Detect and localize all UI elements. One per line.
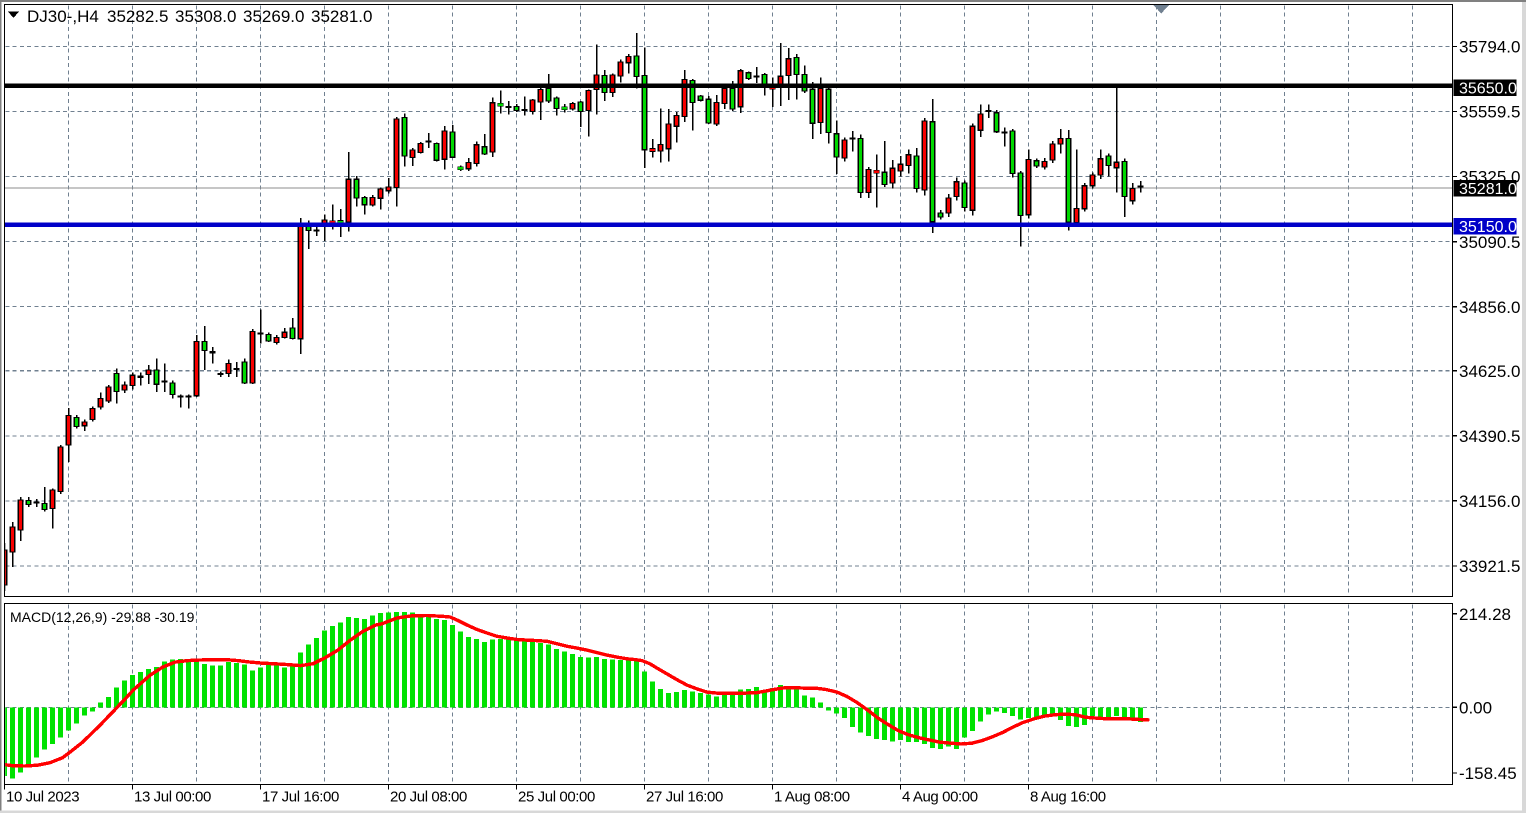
svg-text:27 Jul 16:00: 27 Jul 16:00 xyxy=(646,789,723,806)
svg-text:-158.45: -158.45 xyxy=(1459,764,1517,783)
svg-text:10 Jul 2023: 10 Jul 2023 xyxy=(6,789,79,806)
svg-text:0.00: 0.00 xyxy=(1459,699,1492,718)
svg-text:34390.5: 34390.5 xyxy=(1459,427,1520,446)
svg-text:1 Aug 08:00: 1 Aug 08:00 xyxy=(774,789,850,806)
svg-text:35308.0: 35308.0 xyxy=(175,7,236,26)
svg-text:35281.0: 35281.0 xyxy=(1459,181,1517,198)
svg-text:17 Jul 16:00: 17 Jul 16:00 xyxy=(262,789,339,806)
svg-text:MACD(12,26,9) -29.88 -30.19: MACD(12,26,9) -29.88 -30.19 xyxy=(10,609,195,625)
svg-text:35150.0: 35150.0 xyxy=(1459,219,1517,236)
svg-text:35090.5: 35090.5 xyxy=(1459,233,1520,252)
svg-text:35650.0: 35650.0 xyxy=(1459,81,1517,98)
svg-text:35281.0: 35281.0 xyxy=(311,7,372,26)
svg-text:214.28: 214.28 xyxy=(1459,605,1511,624)
svg-text:35559.5: 35559.5 xyxy=(1459,103,1520,122)
svg-text:13 Jul 00:00: 13 Jul 00:00 xyxy=(134,789,211,806)
svg-text:33921.5: 33921.5 xyxy=(1459,557,1520,576)
svg-text:34856.0: 34856.0 xyxy=(1459,298,1520,317)
svg-text:35794.0: 35794.0 xyxy=(1459,38,1520,57)
svg-text:35282.5: 35282.5 xyxy=(107,7,168,26)
svg-text:34156.0: 34156.0 xyxy=(1459,492,1520,511)
svg-text:8 Aug 16:00: 8 Aug 16:00 xyxy=(1030,789,1106,806)
svg-text:25 Jul 00:00: 25 Jul 00:00 xyxy=(518,789,595,806)
svg-text:35269.0: 35269.0 xyxy=(243,7,304,26)
svg-text:DJ30-,H4: DJ30-,H4 xyxy=(27,7,99,26)
svg-text:20 Jul 08:00: 20 Jul 08:00 xyxy=(390,789,467,806)
svg-text:4 Aug 00:00: 4 Aug 00:00 xyxy=(902,789,978,806)
svg-text:34625.0: 34625.0 xyxy=(1459,362,1520,381)
